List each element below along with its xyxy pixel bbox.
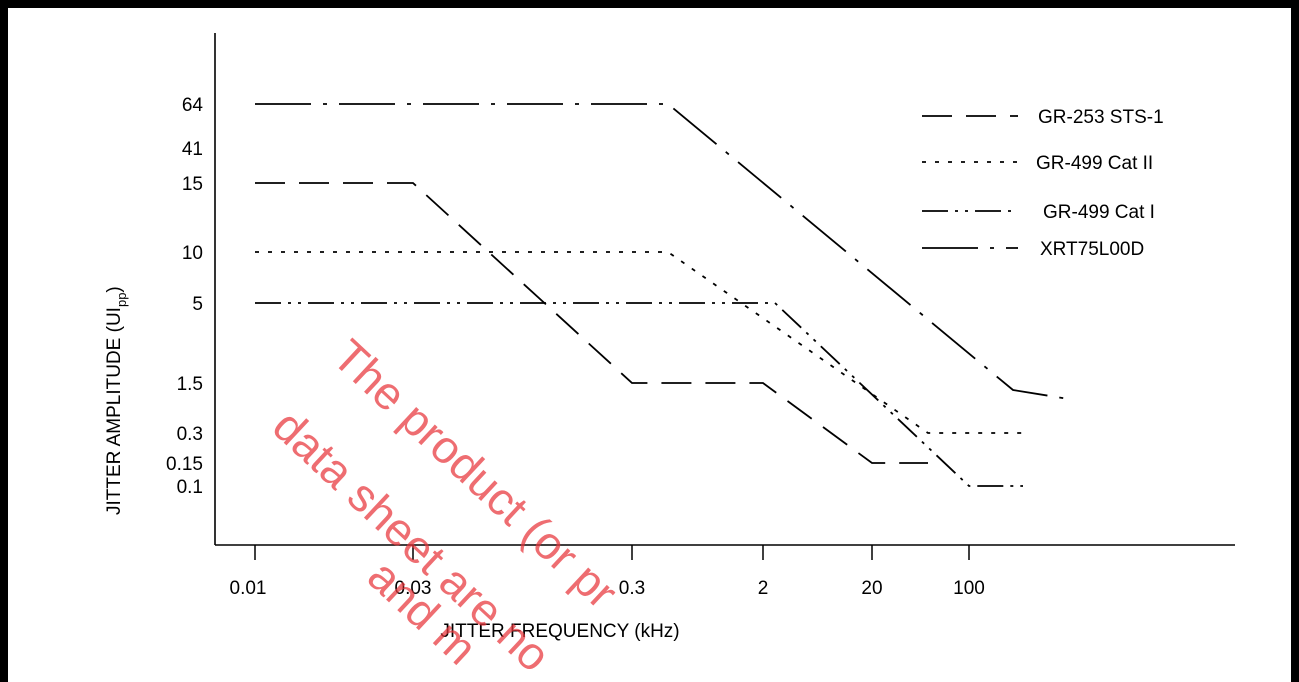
series-line-3 <box>255 103 1076 401</box>
y-tick-labels: 64 41 15 10 5 1.5 0.3 0.150.1 <box>166 95 203 498</box>
series-line-0 <box>255 182 928 464</box>
legend-label-0: GR-253 STS-1 <box>1038 107 1164 128</box>
x-tick-label-0: 0.01 <box>230 578 267 599</box>
y-tick-label-0: 64 <box>182 95 204 116</box>
legend-label-3: XRT75L00D <box>1040 239 1144 260</box>
legend-label-1: GR-499 Cat II <box>1036 153 1153 174</box>
series-line-2 <box>255 302 1023 487</box>
x-tick-label-3: 2 <box>758 578 769 599</box>
y-axis-label-sub: pp <box>114 293 129 307</box>
y-tick-label-5: 1.5 <box>177 374 203 395</box>
y-tick-label-8: 0.1 <box>177 477 203 498</box>
legend: GR-253 STS-1 GR-499 Cat II GR-499 Cat I XRT… <box>922 107 1164 260</box>
x-tick-marks <box>254 545 970 560</box>
y-tick-label-2: 15 <box>182 174 203 195</box>
y-tick-label-4: 5 <box>192 294 203 315</box>
y-axis-label-close: ) <box>104 286 125 292</box>
x-tick-label-4: 20 <box>861 578 882 599</box>
x-tick-label-1: 0.03 <box>395 578 432 599</box>
series-layer <box>255 103 1076 487</box>
x-tick-label-5: 100 <box>953 578 985 599</box>
svg-text:JITTER AMPLITUDE (UIpp): JITTER AMPLITUDE (UIpp) <box>104 286 129 515</box>
legend-label-2: GR-499 Cat I <box>1043 202 1155 223</box>
y-axis-label: JITTER AMPLITUDE (UIpp) <box>104 286 129 515</box>
y-tick-label-6: 0.3 <box>177 424 203 445</box>
x-tick-label-2: 0.3 <box>619 578 645 599</box>
x-tick-labels: 0.01 0.03 0.3 2 20 100 <box>230 578 985 599</box>
y-tick-label-1: 41 <box>182 139 203 160</box>
y-tick-label-3: 10 <box>182 243 203 264</box>
y-axis-label-main: JITTER AMPLITUDE (UI <box>104 307 125 515</box>
x-axis-label: JITTER FREQUENCY (kHz) <box>440 621 679 642</box>
y-tick-label-7: 0.15 <box>166 454 203 475</box>
